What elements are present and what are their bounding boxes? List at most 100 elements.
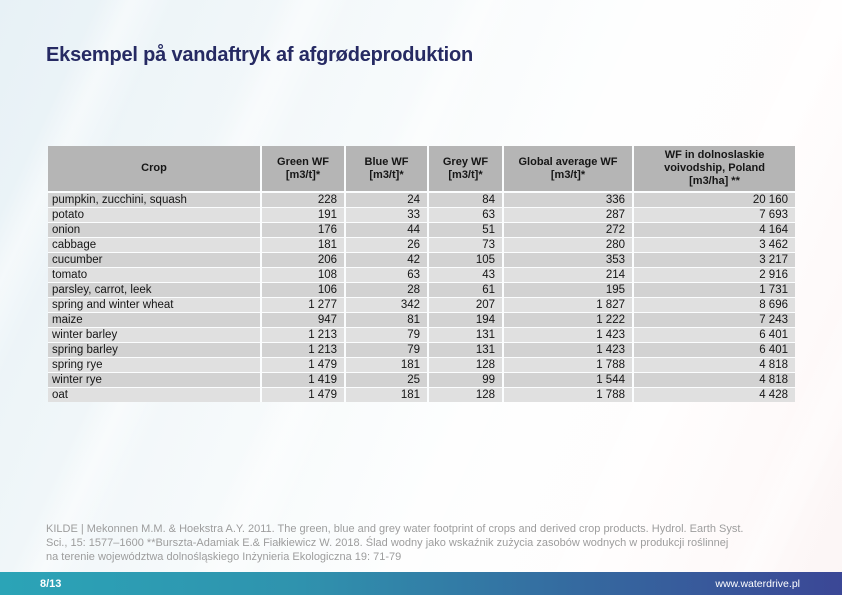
- value-cell: 1 419: [261, 372, 346, 388]
- value-cell: 1 423: [503, 342, 634, 358]
- table-header: Crop Green WF [m3/t]* Blue WF [m3/t]* Gr…: [48, 146, 795, 192]
- website-link[interactable]: www.waterdrive.pl: [715, 577, 800, 590]
- value-cell: 63: [428, 207, 504, 223]
- value-cell: 43: [428, 267, 504, 283]
- value-cell: 61: [428, 282, 504, 298]
- value-cell: 1 827: [503, 297, 634, 313]
- value-cell: 25: [345, 372, 429, 388]
- value-cell: 79: [345, 327, 429, 343]
- table-row: onion 176 44 51 272 4 164: [48, 222, 795, 238]
- value-cell: 947: [261, 312, 346, 328]
- value-cell: 228: [261, 191, 346, 208]
- value-cell: 1 479: [261, 357, 346, 373]
- value-cell: 181: [345, 387, 429, 402]
- value-cell: 4 818: [633, 357, 795, 373]
- value-cell: 44: [345, 222, 429, 238]
- value-cell: 51: [428, 222, 504, 238]
- value-cell: 8 696: [633, 297, 795, 313]
- crop-name-cell: spring and winter wheat: [48, 297, 262, 313]
- column-header-poland-wf: WF in dolnoslaskie voivodship, Poland [m…: [633, 146, 795, 192]
- page-number: 8/13: [40, 577, 62, 590]
- table-row: oat 1 479 181 128 1 788 4 428: [48, 387, 795, 402]
- value-cell: 131: [428, 327, 504, 343]
- value-cell: 1 788: [503, 387, 634, 402]
- value-cell: 272: [503, 222, 634, 238]
- value-cell: 128: [428, 357, 504, 373]
- value-cell: 3 462: [633, 237, 795, 253]
- page-title: Eksempel på vandaftryk af afgrødeprodukt…: [46, 44, 474, 66]
- value-cell: 195: [503, 282, 634, 298]
- crop-name-cell: oat: [48, 387, 262, 402]
- value-cell: 105: [428, 252, 504, 268]
- value-cell: 106: [261, 282, 346, 298]
- value-cell: 20 160: [633, 191, 795, 208]
- value-cell: 84: [428, 191, 504, 208]
- value-cell: 63: [345, 267, 429, 283]
- citation-line: Sci., 15: 1577–1600 **Burszta-Adamiak E.…: [46, 537, 729, 549]
- value-cell: 1 731: [633, 282, 795, 298]
- table-row: cabbage 181 26 73 280 3 462: [48, 237, 795, 253]
- value-cell: 73: [428, 237, 504, 253]
- crop-name-cell: winter rye: [48, 372, 262, 388]
- crop-name-cell: pumpkin, zucchini, squash: [48, 191, 262, 208]
- value-cell: 28: [345, 282, 429, 298]
- value-cell: 24: [345, 191, 429, 208]
- value-cell: 7 693: [633, 207, 795, 223]
- value-cell: 287: [503, 207, 634, 223]
- value-cell: 176: [261, 222, 346, 238]
- crop-name-cell: cabbage: [48, 237, 262, 253]
- value-cell: 1 213: [261, 342, 346, 358]
- crop-name-cell: winter barley: [48, 327, 262, 343]
- value-cell: 26: [345, 237, 429, 253]
- table-row: winter barley 1 213 79 131 1 423 6 401: [48, 327, 795, 343]
- value-cell: 280: [503, 237, 634, 253]
- value-cell: 6 401: [633, 342, 795, 358]
- value-cell: 181: [261, 237, 346, 253]
- crop-name-cell: onion: [48, 222, 262, 238]
- table-row: spring rye 1 479 181 128 1 788 4 818: [48, 357, 795, 373]
- value-cell: 2 916: [633, 267, 795, 283]
- value-cell: 1 479: [261, 387, 346, 402]
- value-cell: 1 277: [261, 297, 346, 313]
- crop-table-body: pumpkin, zucchini, squash 228 24 84 336 20 16…: [48, 191, 795, 402]
- table-row: tomato 108 63 43 214 2 916: [48, 267, 795, 283]
- crop-name-cell: potato: [48, 207, 262, 223]
- value-cell: 81: [345, 312, 429, 328]
- crop-name-cell: parsley, carrot, leek: [48, 282, 262, 298]
- value-cell: 131: [428, 342, 504, 358]
- source-citation: KILDE | Mekonnen M.M. & Hoekstra A.Y. 20…: [46, 522, 771, 564]
- crop-name-cell: spring barley: [48, 342, 262, 358]
- value-cell: 1 222: [503, 312, 634, 328]
- value-cell: 6 401: [633, 327, 795, 343]
- value-cell: 342: [345, 297, 429, 313]
- column-header-grey-wf: Grey WF [m3/t]*: [428, 146, 504, 192]
- table-row: winter rye 1 419 25 99 1 544 4 818: [48, 372, 795, 388]
- column-header-crop: Crop: [48, 146, 262, 192]
- crop-name-cell: cucumber: [48, 252, 262, 268]
- value-cell: 79: [345, 342, 429, 358]
- table-row: pumpkin, zucchini, squash 228 24 84 336 20 16…: [48, 191, 795, 208]
- column-header-global-average-wf: Global average WF [m3/t]*: [503, 146, 634, 192]
- value-cell: 42: [345, 252, 429, 268]
- table-row: spring barley 1 213 79 131 1 423 6 401: [48, 342, 795, 358]
- value-cell: 3 217: [633, 252, 795, 268]
- value-cell: 1 423: [503, 327, 634, 343]
- column-header-blue-wf: Blue WF [m3/t]*: [345, 146, 429, 192]
- value-cell: 207: [428, 297, 504, 313]
- value-cell: 4 428: [633, 387, 795, 402]
- table-row: maize 947 81 194 1 222 7 243: [48, 312, 795, 328]
- value-cell: 181: [345, 357, 429, 373]
- value-cell: 194: [428, 312, 504, 328]
- value-cell: 33: [345, 207, 429, 223]
- table-row: cucumber 206 42 105 353 3 217: [48, 252, 795, 268]
- table-row: potato 191 33 63 287 7 693: [48, 207, 795, 223]
- value-cell: 214: [503, 267, 634, 283]
- citation-line: na terenie województwa dolnośląskiego In…: [46, 551, 402, 563]
- value-cell: 99: [428, 372, 504, 388]
- value-cell: 108: [261, 267, 346, 283]
- table-row: parsley, carrot, leek 106 28 61 195 1 731: [48, 282, 795, 298]
- value-cell: 191: [261, 207, 346, 223]
- value-cell: 1 213: [261, 327, 346, 343]
- value-cell: 336: [503, 191, 634, 208]
- value-cell: 4 818: [633, 372, 795, 388]
